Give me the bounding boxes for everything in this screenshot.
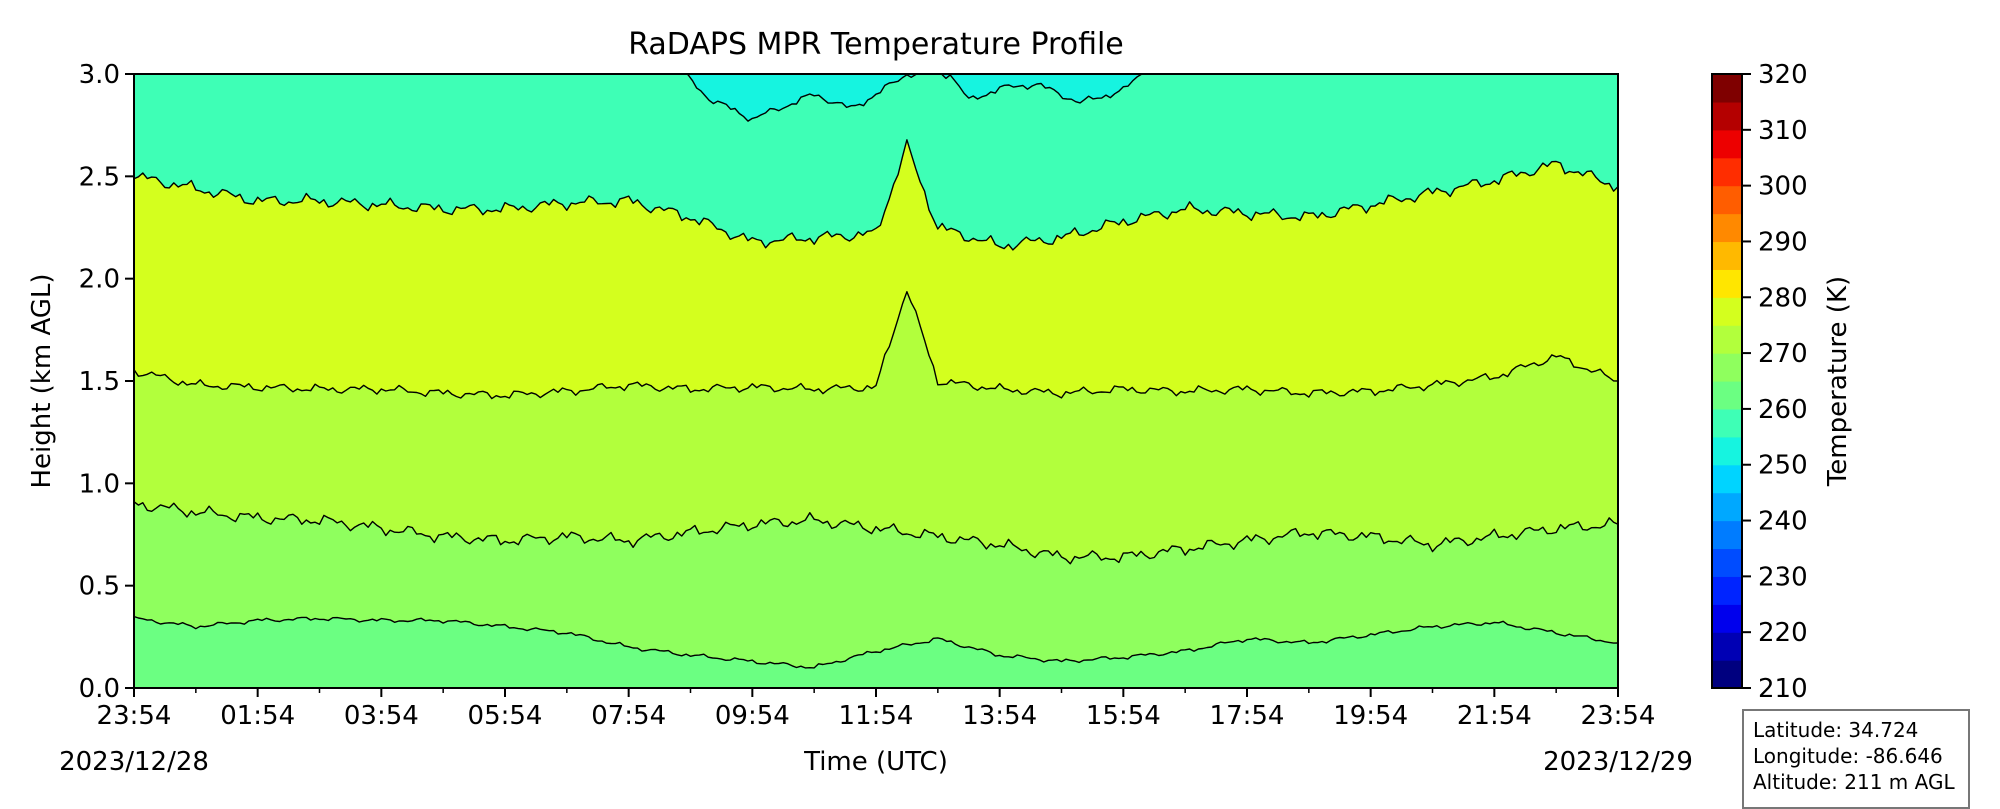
colorbar-segment [1712, 520, 1742, 550]
contour-line-265 [134, 291, 1618, 400]
x-tick-label: 19:54 [1333, 701, 1408, 731]
colorbar-tick-label: 280 [1758, 283, 1808, 313]
colorbar-segment [1712, 241, 1742, 270]
colorbar-segment [1712, 464, 1742, 494]
contour-line-260 [134, 139, 1618, 251]
colorbar-tick-label: 240 [1758, 507, 1808, 537]
y-tick-label: 1.5 [79, 367, 120, 397]
colorbar-tick-label: 210 [1758, 674, 1808, 704]
x-axis: 23:54 01:54 03:54 05:54 07:54 09:54 11:54 13:54… [97, 688, 1656, 731]
colorbar-segment [1712, 353, 1742, 382]
y-tick-label: 2.5 [79, 162, 120, 192]
contour-line-270 [134, 501, 1618, 565]
colorbar-segment [1712, 269, 1742, 298]
colorbar-segment [1712, 213, 1742, 243]
x-tick-label: 07:54 [591, 701, 666, 731]
colorbar-segment [1712, 492, 1742, 522]
colorbar-segment [1712, 660, 1742, 689]
colorbar-segment [1712, 548, 1742, 577]
chart-title: RaDAPS MPR Temperature Profile [628, 27, 1124, 62]
x-axis-label: Time (UTC) [803, 747, 948, 777]
x-tick-label: 23:54 [1581, 701, 1656, 731]
colorbar-segment [1712, 74, 1742, 103]
colorbar-tick-label: 250 [1758, 451, 1808, 481]
x-tick-label: 15:54 [1086, 701, 1161, 731]
contour-lines [134, 74, 1618, 669]
colorbar-tick-label: 300 [1758, 172, 1808, 202]
y-tick-label: 2.0 [79, 265, 120, 295]
colorbar-tick-label: 290 [1758, 227, 1808, 257]
colorbar-frame [1711, 73, 1743, 689]
colorbar-tick-label: 220 [1758, 618, 1808, 648]
colorbar-segment [1712, 129, 1742, 159]
colorbar-label: Temperature (K) [1823, 276, 1853, 487]
y-axis: 0.0 0.5 1.0 1.5 2.0 2.5 3.0 [79, 60, 134, 704]
altitude-text: Altitude: 211 m AGL [1753, 770, 1955, 794]
colorbar-tick-label: 230 [1758, 562, 1808, 592]
colorbar-segment [1712, 604, 1742, 633]
colorbar-segment [1712, 576, 1742, 605]
colorbar-segment [1712, 632, 1742, 661]
latitude-text: Latitude: 34.724 [1753, 718, 1919, 742]
colorbar-segment [1712, 157, 1742, 187]
y-tick-label: 0.5 [79, 572, 120, 602]
station-info-box: Latitude: 34.724 Longitude: -86.646 Alti… [1742, 709, 1970, 809]
colorbar-segment [1712, 297, 1742, 326]
y-tick-label: 0.0 [79, 674, 120, 704]
x-tick-label: 05:54 [468, 701, 543, 731]
colorbar: 210 220 230 240 250 260 270 280 290 300 310 320 [1711, 60, 1808, 704]
colorbar-segment [1712, 408, 1742, 438]
contour-line-255 [686, 74, 1143, 122]
y-tick-label: 3.0 [79, 60, 120, 90]
x-tick-label: 11:54 [839, 701, 914, 731]
colorbar-tick-label: 320 [1758, 60, 1808, 90]
temperature-fill-bands [134, 74, 1618, 688]
end-date-label: 2023/12/29 [1543, 747, 1693, 777]
x-tick-label: 23:54 [97, 701, 172, 731]
y-tick-label: 1.0 [79, 469, 120, 499]
x-tick-label: 01:54 [220, 701, 295, 731]
x-tick-label: 09:54 [715, 701, 790, 731]
longitude-text: Longitude: -86.646 [1753, 744, 1943, 768]
x-tick-label: 21:54 [1457, 701, 1532, 731]
colorbar-tick-label: 270 [1758, 339, 1808, 369]
colorbar-segment [1712, 325, 1742, 354]
colorbar-segment [1712, 381, 1742, 410]
colorbar-segment [1712, 101, 1742, 131]
contour-line-275 [134, 615, 1618, 669]
x-tick-label: 03:54 [344, 701, 419, 731]
y-axis-label: Height (km AGL) [27, 273, 57, 488]
x-tick-label: 17:54 [1210, 701, 1285, 731]
start-date-label: 2023/12/28 [59, 747, 209, 777]
colorbar-tick-label: 260 [1758, 395, 1808, 425]
colorbar-segment [1712, 436, 1742, 466]
colorbar-tick-label: 310 [1758, 116, 1808, 146]
fill-band-250-255 [684, 74, 1142, 122]
x-tick-label: 13:54 [962, 701, 1037, 731]
colorbar-segment [1712, 185, 1742, 215]
